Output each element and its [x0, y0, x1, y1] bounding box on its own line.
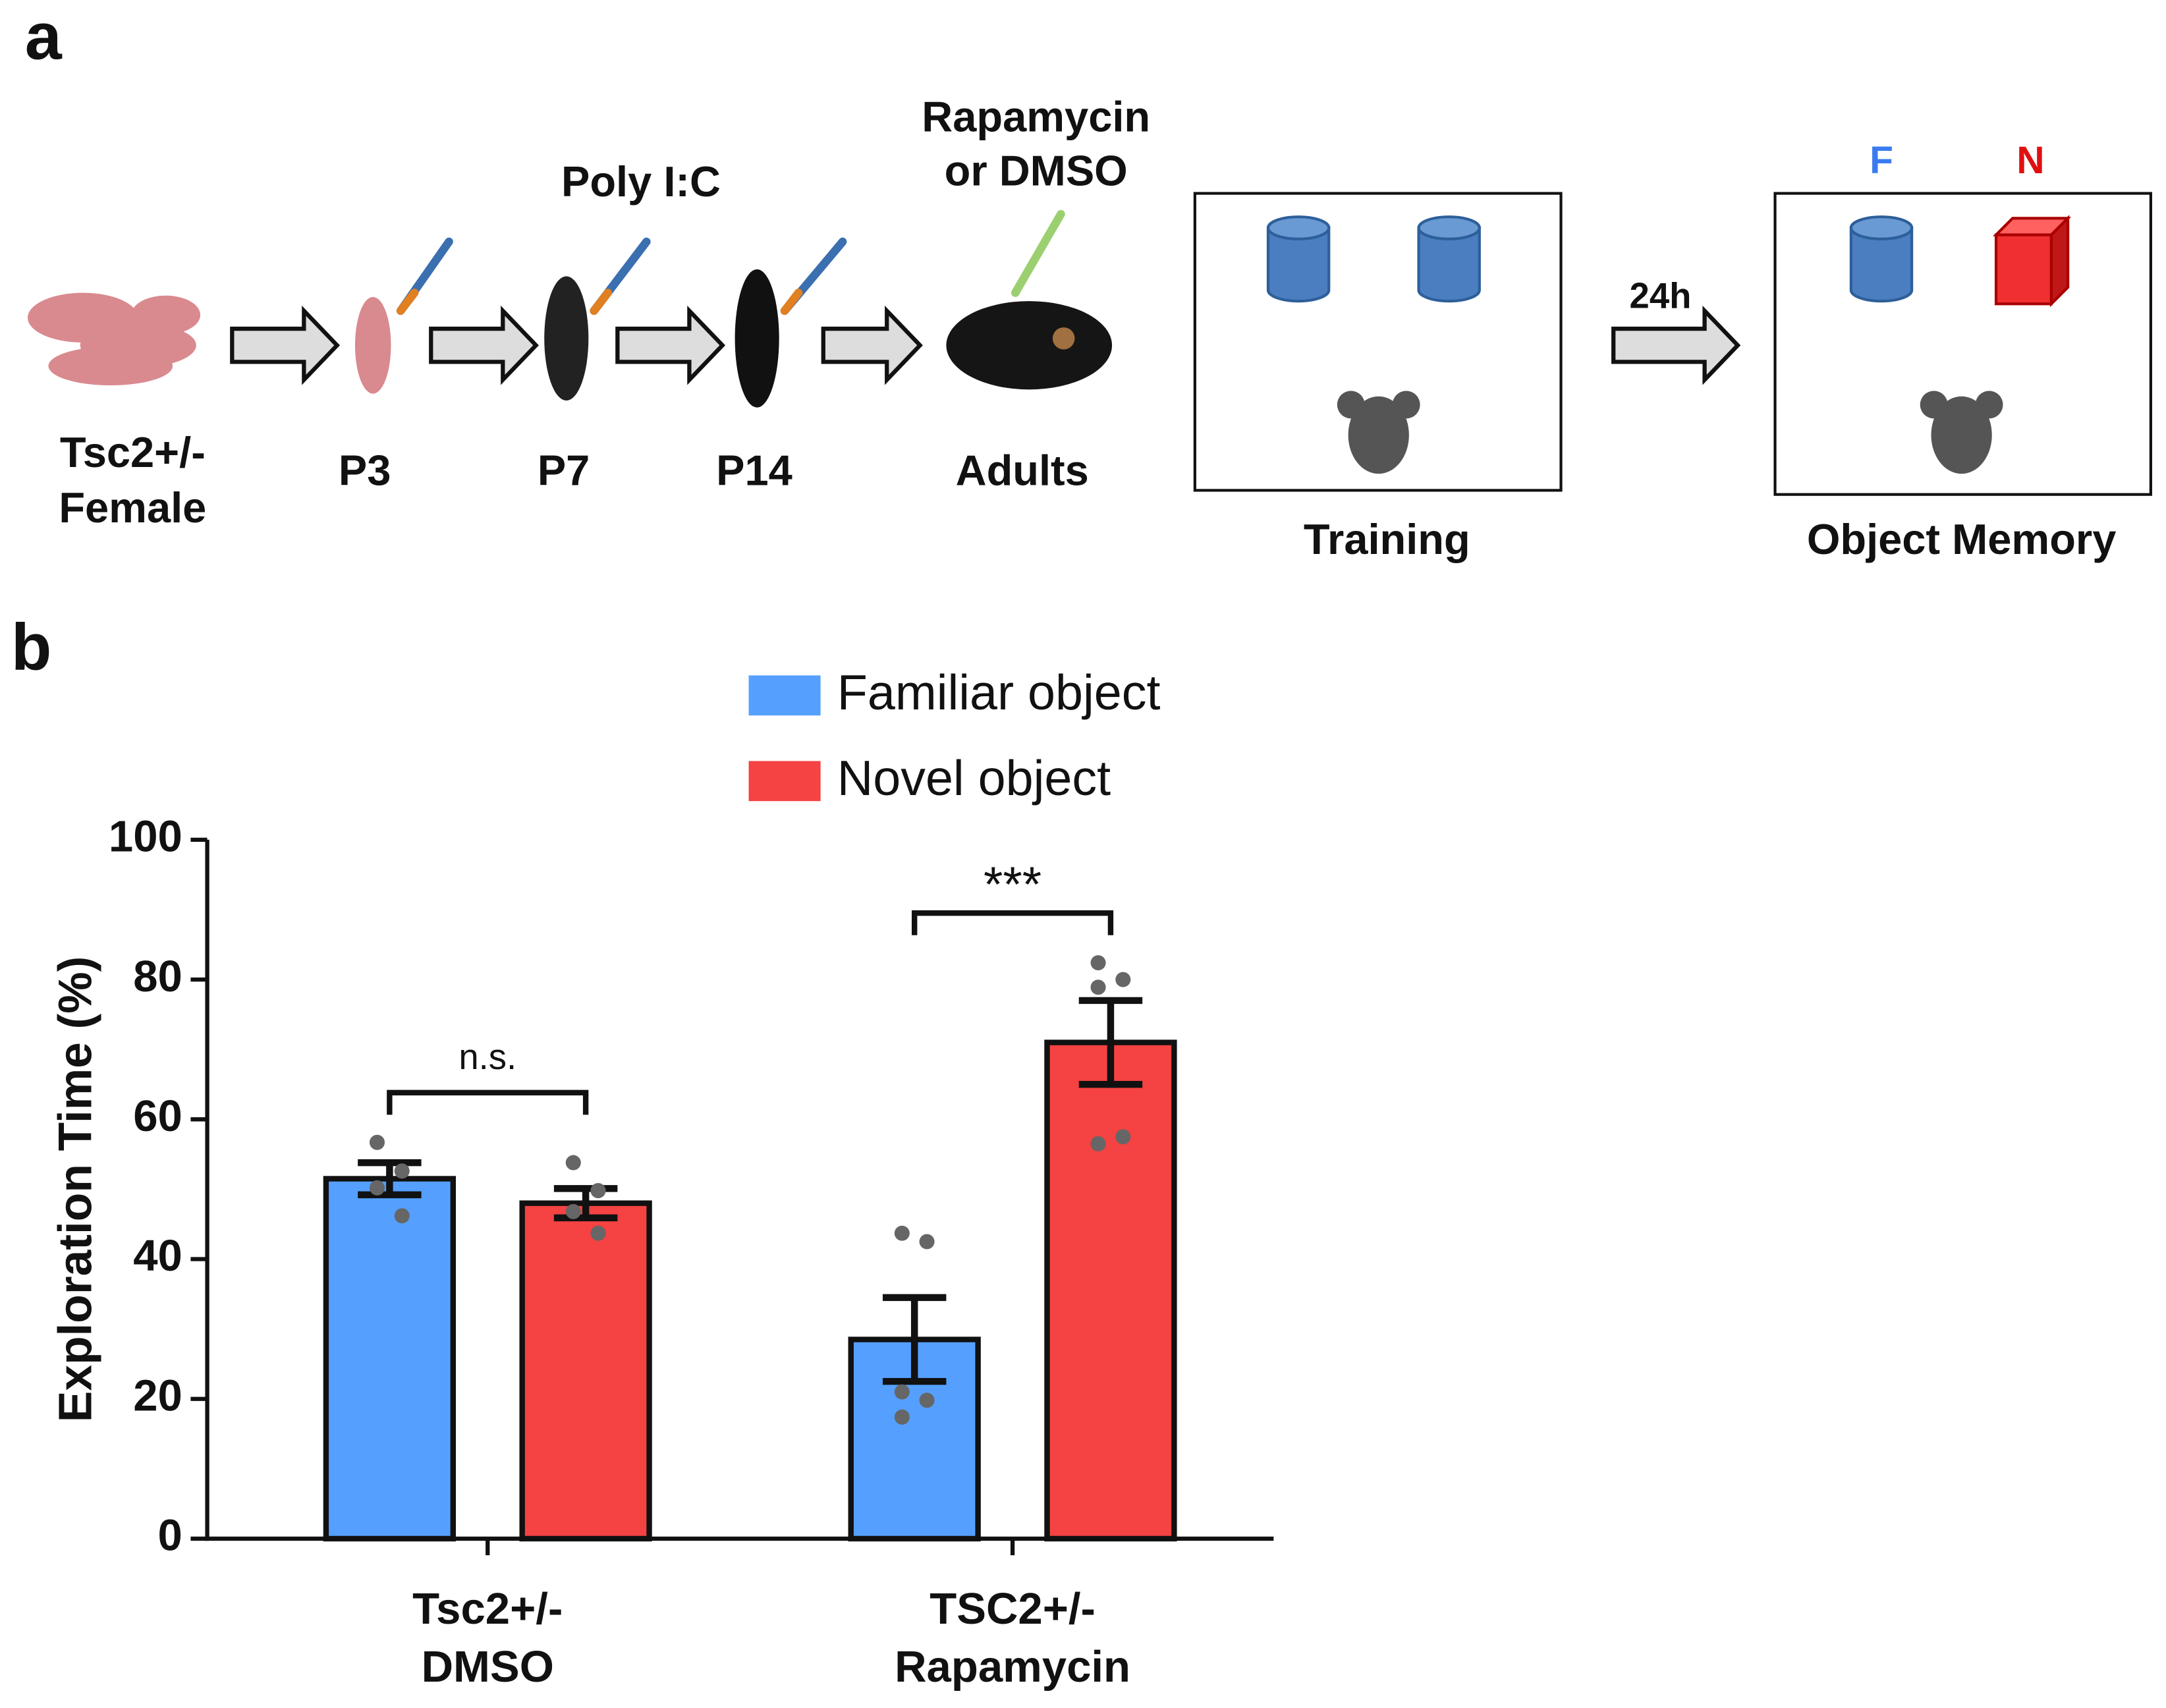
data-point	[1115, 972, 1131, 987]
treatment-label: or DMSO	[945, 146, 1128, 194]
syringes	[396, 209, 1065, 316]
arena	[1193, 192, 1563, 492]
data-point	[590, 1225, 606, 1241]
treatment-label: Rapamycin	[922, 93, 1150, 141]
stage-label: P7	[538, 446, 590, 494]
object-tag: N	[2016, 139, 2044, 182]
data-point	[1090, 1136, 1106, 1151]
pup	[354, 296, 391, 394]
panel-label: a	[25, 0, 63, 74]
y-tick-label: 100	[109, 812, 182, 862]
stage-label: Female	[59, 483, 206, 532]
box-caption: Training	[1304, 515, 1470, 563]
y-tick-label: 40	[133, 1231, 182, 1281]
diagram: Tsc2+/- Female P3 P7 P14 Adults Poly I:C…	[27, 93, 2152, 563]
y-tick-label: 60	[133, 1091, 182, 1141]
legend-swatch	[748, 761, 821, 802]
adult-mouse	[946, 301, 1113, 390]
data-point	[919, 1392, 935, 1408]
data-point	[894, 1384, 910, 1400]
significance-bracket	[911, 910, 1114, 935]
x-tick-label: DMSO	[422, 1642, 554, 1692]
x-tick-label: Rapamycin	[895, 1642, 1130, 1692]
error-bar	[358, 1159, 422, 1199]
data-point	[894, 1409, 910, 1425]
y-tick-label: 20	[133, 1371, 182, 1420]
stage-label: P3	[339, 446, 391, 494]
objects	[1266, 215, 1914, 303]
data-point	[590, 1183, 606, 1199]
data-point	[1090, 955, 1106, 971]
significance-label: ***	[984, 856, 1041, 912]
data-point	[565, 1155, 581, 1171]
x-tick-label: Tsc2+/-	[412, 1584, 563, 1634]
data-point	[369, 1180, 385, 1196]
injection-label: Poly I:C	[561, 157, 721, 206]
bar	[519, 1200, 652, 1542]
stage-label: P14	[716, 446, 792, 494]
data-point	[919, 1234, 935, 1250]
data-point	[369, 1134, 385, 1150]
data-point	[394, 1163, 410, 1179]
mice-icons	[1337, 391, 2003, 474]
legend-swatch	[748, 675, 821, 716]
arena	[1773, 192, 2152, 496]
y-tick-label: 0	[158, 1511, 182, 1560]
delay-label: 24h	[1630, 275, 1692, 316]
pup	[544, 276, 589, 401]
data-point	[394, 1208, 410, 1224]
novel-object	[1992, 215, 2072, 308]
y-axis-label: Exploration Time (%)	[49, 956, 101, 1423]
ear	[1052, 327, 1075, 350]
pup	[735, 269, 779, 408]
data-point	[894, 1225, 910, 1241]
box-caption: Object Memory	[1807, 515, 2117, 563]
object-tag: F	[1870, 139, 1893, 182]
data-point	[1115, 1129, 1131, 1145]
y-tick-label: 80	[133, 952, 182, 1001]
panel-label: b	[11, 610, 51, 684]
legend-label: Familiar object	[837, 665, 1161, 720]
bar	[323, 1176, 457, 1542]
stage-label: Adults	[956, 446, 1089, 494]
bar	[1044, 1039, 1177, 1542]
data-point	[1090, 979, 1106, 995]
stage-label: Tsc2+/-	[60, 428, 206, 476]
x-tick-label: TSC2+/-	[930, 1584, 1096, 1634]
legend-label: Novel object	[837, 750, 1111, 806]
error-bar	[553, 1185, 618, 1222]
data-point	[565, 1203, 581, 1219]
arrows	[230, 305, 1741, 385]
error-bar	[1078, 997, 1143, 1088]
pups	[27, 292, 201, 386]
significance-label: n.s.	[458, 1037, 516, 1077]
error-bar	[882, 1294, 947, 1385]
significance-bracket	[387, 1089, 589, 1115]
